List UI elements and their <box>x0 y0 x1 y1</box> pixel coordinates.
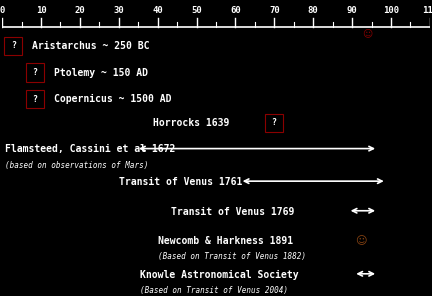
Text: 20: 20 <box>75 6 85 15</box>
Text: ?: ? <box>32 95 38 104</box>
Text: Copernicus ~ 1500 AD: Copernicus ~ 1500 AD <box>54 94 172 104</box>
Text: ☺: ☺ <box>362 28 373 38</box>
Text: 60: 60 <box>230 6 241 15</box>
Text: 30: 30 <box>114 6 124 15</box>
Text: (Based on Transit of Venus 2004): (Based on Transit of Venus 2004) <box>140 286 289 295</box>
Text: ?: ? <box>271 118 276 127</box>
Text: 70: 70 <box>269 6 280 15</box>
Text: Aristarchus ~ 250 BC: Aristarchus ~ 250 BC <box>32 41 150 51</box>
Text: 50: 50 <box>191 6 202 15</box>
Text: ?: ? <box>11 41 16 50</box>
Text: Horrocks 1639: Horrocks 1639 <box>153 118 230 128</box>
Text: ?: ? <box>32 68 38 77</box>
Text: 80: 80 <box>308 6 318 15</box>
Text: 40: 40 <box>152 6 163 15</box>
Text: Transit of Venus 1769: Transit of Venus 1769 <box>171 207 294 217</box>
Text: Ptolemy ~ 150 AD: Ptolemy ~ 150 AD <box>54 67 148 78</box>
Text: (based on observations of Mars): (based on observations of Mars) <box>5 161 149 170</box>
Text: 10: 10 <box>36 6 46 15</box>
Text: 90: 90 <box>347 6 357 15</box>
Text: (Based on Transit of Venus 1882): (Based on Transit of Venus 1882) <box>158 252 306 261</box>
Text: ☺: ☺ <box>355 236 366 246</box>
Text: Newcomb & Harkness 1891: Newcomb & Harkness 1891 <box>158 236 293 246</box>
Text: Transit of Venus 1761: Transit of Venus 1761 <box>119 177 242 187</box>
Text: 0: 0 <box>0 6 5 15</box>
Text: 100: 100 <box>383 6 399 15</box>
Text: Flamsteed, Cassini et al 1672: Flamsteed, Cassini et al 1672 <box>5 144 175 155</box>
Text: Knowle Astronomical Society: Knowle Astronomical Society <box>140 270 299 280</box>
Text: 110: 110 <box>422 6 432 15</box>
